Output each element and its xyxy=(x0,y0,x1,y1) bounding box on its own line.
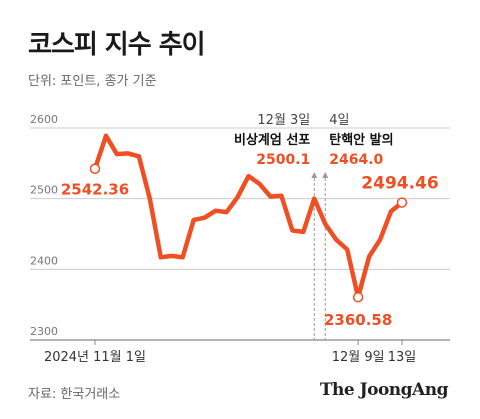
data-label: 2494.46 xyxy=(361,174,438,194)
data-label: 2542.36 xyxy=(61,181,129,199)
unit-label: 단위: 포인트, 종가 기준 xyxy=(28,74,157,89)
data-point xyxy=(352,291,364,303)
annotation-arrow xyxy=(311,172,318,178)
series-line xyxy=(92,133,405,300)
annotation-event: 탄핵안 발의 xyxy=(329,132,393,148)
annotation-event: 비상계엄 선포 xyxy=(234,132,310,148)
brand-logo: The JoongAng xyxy=(319,380,449,400)
data-point xyxy=(396,197,408,208)
y-tick-label: 2400 xyxy=(30,254,58,267)
data-point xyxy=(89,163,101,174)
source-note: 자료: 한국거래소 xyxy=(28,387,121,402)
x-tick-label: 13일 xyxy=(388,350,417,365)
data-label: 2360.58 xyxy=(324,311,392,329)
annotation-value: 2464.0 xyxy=(329,152,383,168)
chart-title: 코스피 지수 추이 xyxy=(28,30,206,60)
annotation-date: 4일 xyxy=(329,113,349,128)
x-tick-label: 2024년 11월 1일 xyxy=(44,350,146,365)
annotation-value: 2500.1 xyxy=(256,152,310,168)
x-tick-label: 12월 9일 xyxy=(332,350,385,365)
annotation-arrow xyxy=(322,172,329,178)
y-tick-label: 2500 xyxy=(30,184,58,197)
y-tick-label: 2300 xyxy=(30,325,58,338)
y-tick-label: 2600 xyxy=(30,113,58,126)
annotation-date: 12월 3일 xyxy=(257,113,310,128)
grid-layer: 2300 2400 2500 2600 2024년 11월 1일 12월 9일 13일 xyxy=(30,113,450,365)
label-layer: 2542.36 2360.58 2494.46 xyxy=(61,163,439,329)
line-layer xyxy=(92,133,405,300)
